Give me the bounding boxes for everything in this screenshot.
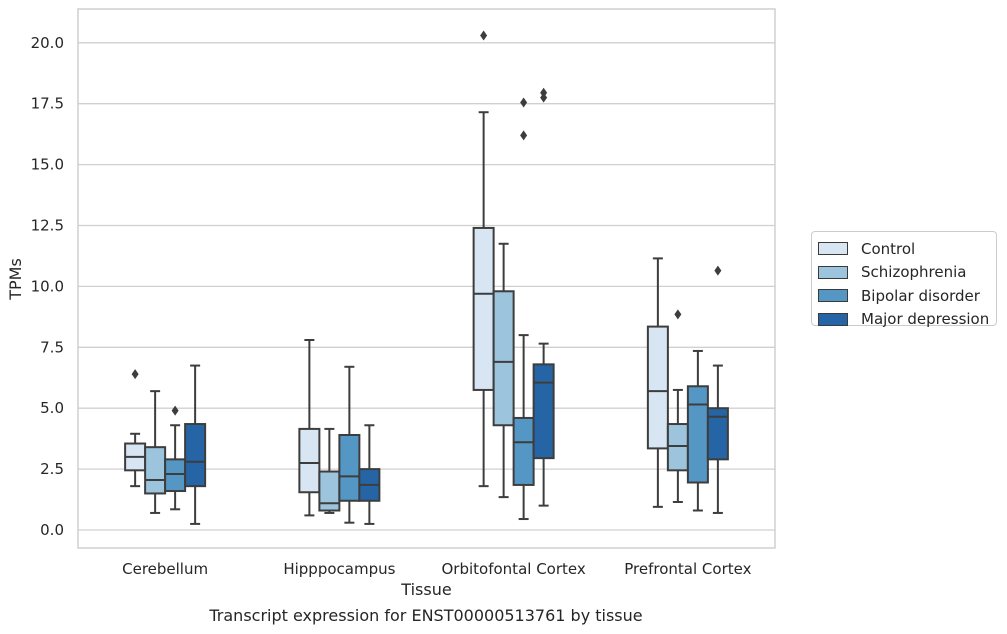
box-iqr <box>144 446 167 495</box>
box-bipolar-disorder-3 <box>686 349 709 512</box>
y-tick-label: 7.5 <box>40 338 64 356</box>
box-schizophrenia-3 <box>666 309 689 503</box>
y-tick-label: 2.5 <box>40 460 64 478</box>
legend-swatch <box>818 312 848 326</box>
box-major-depression-0 <box>184 364 207 525</box>
box-iqr <box>706 407 729 461</box>
legend: Control Schizophrenia Bipolar disorder M… <box>811 231 997 328</box>
chart-caption: Transcript expression for ENST0000051376… <box>209 606 643 625</box>
box-control-2 <box>472 30 495 488</box>
box-iqr <box>666 423 689 472</box>
x-axis-label: Tissue <box>400 580 451 599</box>
legend-item-bipolar-disorder: Bipolar disorder <box>818 284 996 308</box>
legend-label: Bipolar disorder <box>861 286 980 305</box>
box-iqr <box>512 416 535 486</box>
y-tick-label: 5.0 <box>40 399 64 417</box>
box-control-3 <box>646 257 669 508</box>
legend-label: Control <box>861 239 916 258</box>
outlier-point <box>520 130 528 141</box>
y-tick-label: 15.0 <box>31 156 64 174</box>
x-tick-label: Cerebellum <box>122 560 208 578</box>
box-schizophrenia-2 <box>492 242 515 499</box>
box-control-0 <box>124 369 147 488</box>
box-control-1 <box>298 338 321 517</box>
x-tick-label: Orbitofontal Cortex <box>442 560 586 578</box>
y-tick-label: 0.0 <box>40 521 64 539</box>
box-major-depression-3 <box>706 265 729 514</box>
box-iqr <box>532 363 555 460</box>
box-iqr <box>184 423 207 488</box>
box-iqr <box>472 226 495 391</box>
y-tick-label: 12.5 <box>31 217 64 235</box>
box-major-depression-1 <box>358 424 381 525</box>
box-major-depression-2 <box>532 87 555 507</box>
legend-item-control: Control <box>818 237 996 261</box>
x-tick-label: Hipppocampus <box>283 560 395 578</box>
outlier-point <box>540 87 548 98</box>
box-bipolar-disorder-2 <box>512 97 535 521</box>
y-tick-label: 20.0 <box>31 34 64 52</box>
box-schizophrenia-1 <box>318 427 341 514</box>
outlier-point <box>674 309 682 320</box>
legend-item-schizophrenia: Schizophrenia <box>818 261 996 285</box>
box-iqr <box>318 470 341 512</box>
box-iqr <box>492 290 515 427</box>
plot-frame <box>77 8 776 549</box>
box-iqr <box>646 325 669 450</box>
box-bipolar-disorder-0 <box>164 405 187 511</box>
outlier-point <box>714 265 722 276</box>
box-iqr <box>338 433 361 502</box>
outlier-point <box>131 369 139 380</box>
box-schizophrenia-0 <box>144 390 167 514</box>
legend-label: Schizophrenia <box>861 263 967 282</box>
tick-labels: 0.0 2.5 5.0 7.5 10.0 12.5 15.0 17.5 20.0 Cerebell… <box>31 34 752 578</box>
y-axis-label: TPMs <box>6 258 25 301</box>
box-iqr <box>298 427 321 494</box>
outlier-point <box>520 97 528 108</box>
legend-item-major-depression: Major depression <box>818 308 996 332</box>
y-tick-label: 17.5 <box>31 95 64 113</box>
x-tick-label: Prefrontal Cortex <box>624 560 751 578</box>
box-iqr <box>686 385 709 484</box>
outlier-point <box>171 405 179 416</box>
boxes <box>124 30 729 525</box>
box-bipolar-disorder-1 <box>338 365 361 524</box>
y-tick-label: 10.0 <box>31 277 64 295</box>
legend-swatch <box>818 265 848 279</box>
outlier-point <box>480 30 488 41</box>
legend-label: Major depression <box>861 310 990 329</box>
legend-swatch <box>818 242 848 256</box>
box-iqr <box>164 458 187 493</box>
legend-swatch <box>818 289 848 303</box>
